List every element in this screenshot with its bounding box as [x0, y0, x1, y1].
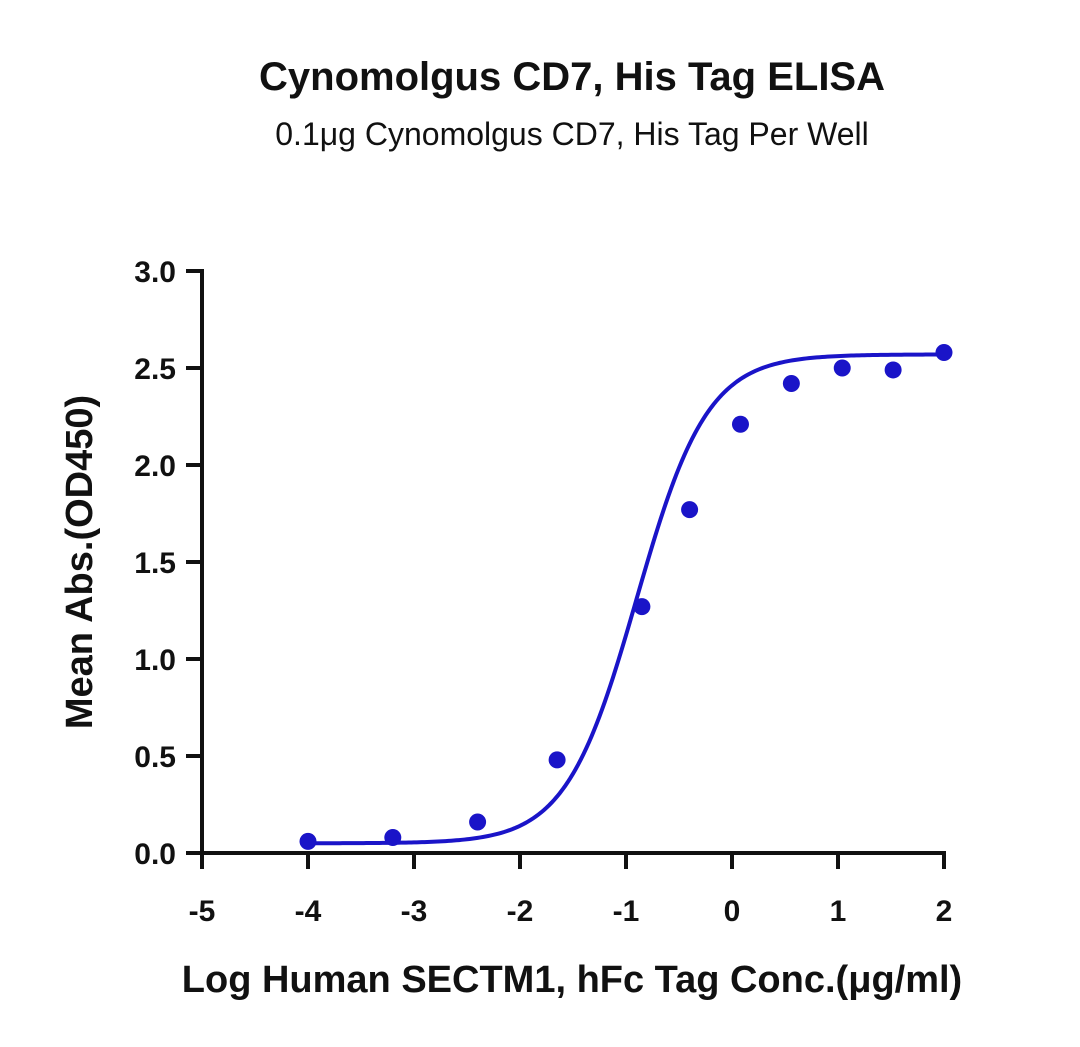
data-point — [884, 361, 902, 379]
data-point — [935, 343, 953, 361]
x-tick-label: -1 — [613, 895, 640, 928]
data-point — [299, 832, 317, 850]
x-tick-label: -3 — [401, 895, 428, 928]
x-tick-label: 2 — [936, 895, 953, 928]
y-tick-label: 0.0 — [134, 838, 176, 871]
x-axis-label: Log Human SECTM1, hFc Tag Conc.(μg/ml) — [182, 959, 962, 1001]
x-tick-label: 1 — [830, 895, 847, 928]
x-tick-label: -5 — [189, 895, 216, 928]
data-point — [731, 415, 749, 433]
x-tick-label: -4 — [295, 895, 322, 928]
data-point — [681, 501, 699, 519]
y-axis-label: Mean Abs.(OD450) — [59, 395, 101, 729]
data-point — [384, 828, 402, 846]
y-tick-label: 1.0 — [134, 644, 176, 677]
y-tick-label: 2.5 — [134, 353, 176, 386]
data-point — [633, 598, 651, 616]
y-tick-label: 1.5 — [134, 547, 176, 580]
data-point — [782, 375, 800, 393]
fit-curve — [308, 352, 945, 846]
data-point — [469, 813, 487, 831]
data-series — [299, 343, 953, 850]
y-axis-ticks: 0.0 0.5 1.0 1.5 2.0 2.5 3.0 — [134, 256, 202, 871]
x-axis-ticks: -5 -4 -3 -2 -1 0 1 2 — [189, 853, 953, 928]
data-point — [548, 751, 566, 769]
chart-title: Cynomolgus CD7, His Tag ELISA — [259, 55, 885, 99]
data-point — [833, 359, 851, 377]
y-tick-label: 3.0 — [134, 256, 176, 289]
x-tick-label: 0 — [724, 895, 741, 928]
chart-subtitle: 0.1μg Cynomolgus CD7, His Tag Per Well — [275, 116, 869, 152]
x-tick-label: -2 — [507, 895, 534, 928]
y-tick-label: 0.5 — [134, 741, 176, 774]
y-tick-label: 2.0 — [134, 450, 176, 483]
